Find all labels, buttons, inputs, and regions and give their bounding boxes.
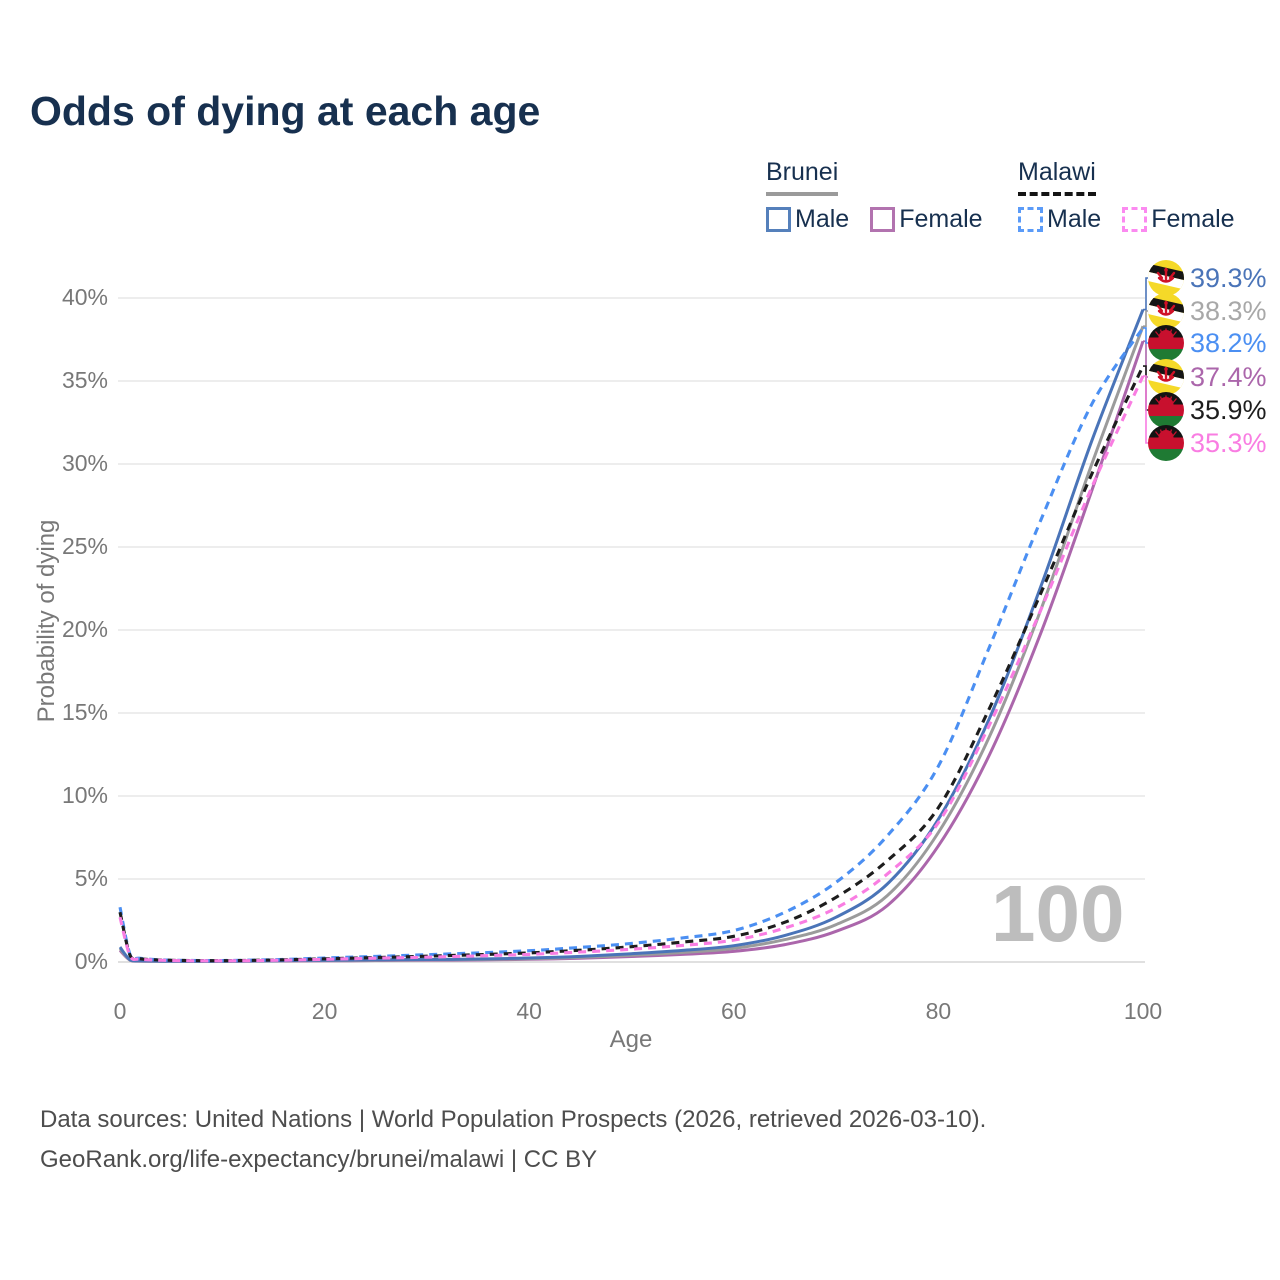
y-axis-title: Probability of dying [33,519,60,723]
end-label-brunei-male: 39.3% [1148,260,1267,296]
legend-item-malawi-female[interactable]: Female [1122,205,1235,234]
legend-country-malawi: Malawi [1018,158,1096,196]
series-line-brunei-male [118,309,1145,963]
x-tick-label: 0 [113,998,127,1024]
malawi-flag-icon [1148,325,1184,361]
x-tick-label: 20 [311,998,338,1024]
end-value-text: 37.4% [1190,361,1267,392]
brunei-flag-icon [1148,359,1184,395]
malawi-flag-icon [1148,392,1184,428]
footer-data-sources: Data sources: United Nations | World Pop… [40,1106,987,1133]
end-label-brunei-female: 37.4% [1148,359,1267,395]
y-tick-label: 0% [74,948,108,974]
x-axis-title: Age [609,1026,653,1053]
series-checkbox-icon[interactable] [1018,207,1043,232]
page-title: Odds of dying at each age [30,88,541,134]
legend-group-malawi: Malawi Male Female [1018,158,1235,234]
y-tick-label: 30% [61,450,108,476]
x-tick-label: 100 [1123,998,1163,1024]
y-tick-label: 20% [61,616,108,642]
end-label-malawi-male: 38.2% [1148,325,1267,361]
legend-item-brunei-female[interactable]: Female [870,205,983,234]
footer-attribution: GeoRank.org/life-expectancy/brunei/malaw… [40,1146,598,1173]
legend-item-label: Female [899,205,983,233]
legend-items: Male Female [766,205,983,234]
legend-country-brunei: Brunei [766,158,839,196]
x-tick-label: 40 [516,998,542,1024]
legend-items: Male Female [1018,205,1235,234]
brunei-flag-icon [1148,260,1184,296]
series-checkbox-icon[interactable] [766,207,791,232]
legend-item-label: Male [795,205,850,233]
end-label-malawi-female: 35.3% [1148,425,1267,461]
y-tick-label: 35% [61,367,108,393]
series-line-brunei-average [118,325,1145,963]
end-value-text: 35.3% [1190,427,1267,458]
end-label-brunei-average: 38.3% [1148,293,1267,329]
y-tick-label: 15% [61,699,108,725]
end-value-text: 38.2% [1190,327,1267,358]
end-value-text: 39.3% [1190,262,1267,293]
y-tick-label: 25% [61,533,108,559]
x-tick-label: 60 [721,998,747,1024]
x-tick-label: 80 [925,998,952,1024]
end-value-text: 38.3% [1190,295,1267,326]
series-line-malawi-average [118,365,1145,963]
malawi-flag-icon [1148,425,1184,461]
end-value-text: 35.9% [1190,394,1267,425]
series-line-malawi-male [118,327,1145,963]
legend-group-brunei: Brunei Male Female [766,158,983,234]
series-checkbox-icon[interactable] [1122,207,1148,232]
age-watermark: 100 [991,869,1125,958]
legend-item-label: Female [1151,205,1235,233]
legend-item-brunei-male[interactable]: Male [766,205,849,234]
y-tick-label: 5% [74,865,108,891]
legend-item-label: Male [1047,205,1102,233]
end-label-malawi-average: 35.9% [1148,392,1267,428]
series-checkbox-icon[interactable] [870,207,896,232]
y-tick-label: 10% [61,782,108,808]
series-line-malawi-female [118,375,1145,963]
series-line-brunei-female [118,340,1145,963]
legend-item-malawi-male[interactable]: Male [1018,205,1101,234]
brunei-flag-icon [1148,293,1184,329]
y-tick-label: 40% [61,284,108,310]
